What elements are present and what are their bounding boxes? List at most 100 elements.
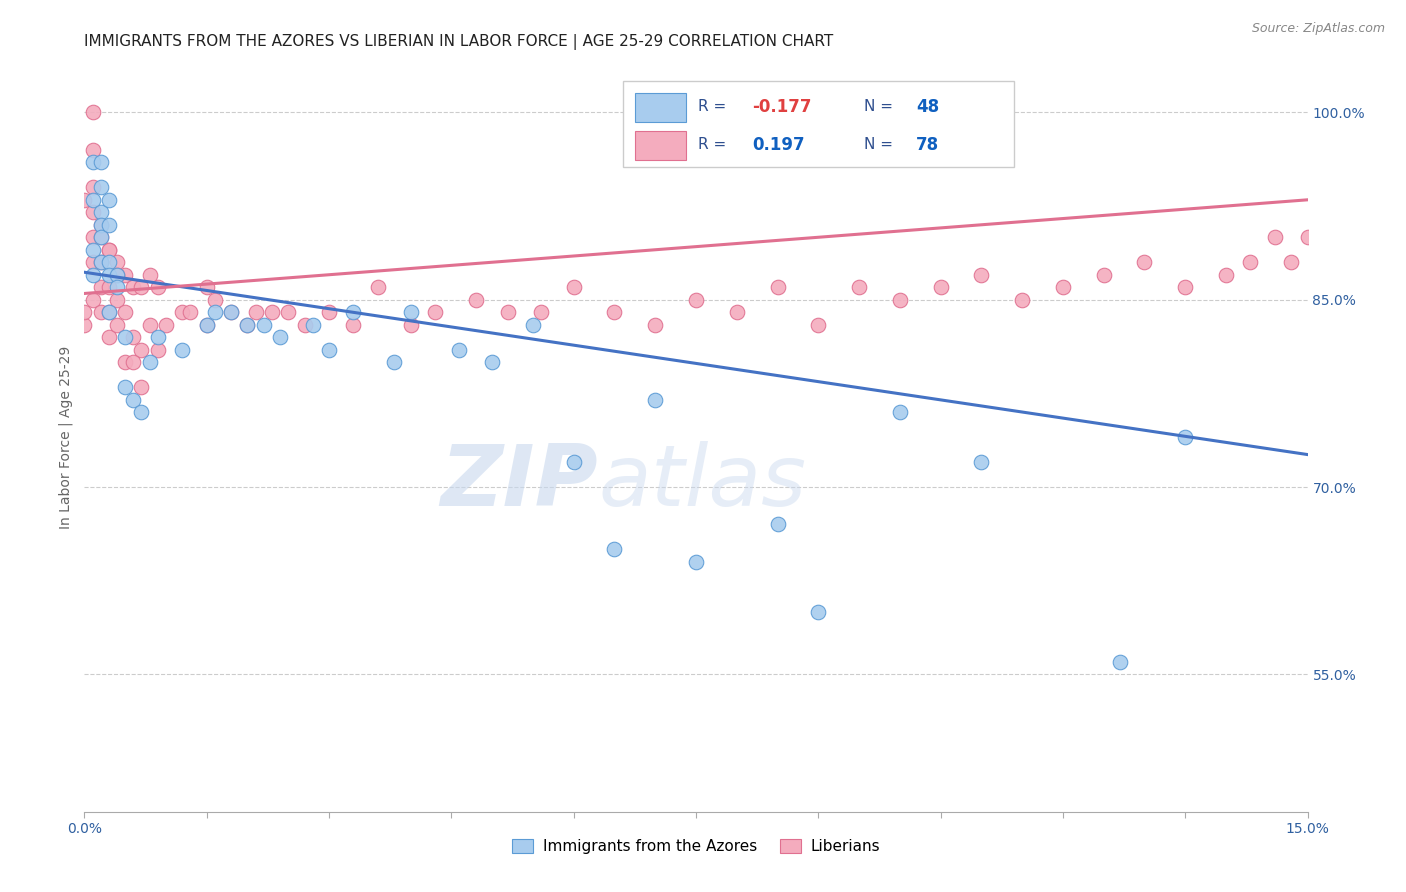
Point [301,318,323,332]
Point [172,343,194,357]
Point [766,280,789,294]
Point [562,455,585,469]
Point [399,305,422,319]
Point [1239,255,1261,269]
Point [807,605,830,619]
Point [1279,255,1302,269]
Text: atlas: atlas [598,441,806,524]
Point [1052,280,1074,294]
Point [97,243,120,257]
Text: N =: N = [863,137,897,153]
Point [204,293,226,307]
Point [146,343,169,357]
Point [82,143,104,157]
Text: 0.197: 0.197 [752,136,804,153]
Point [1174,430,1197,444]
Point [90,255,112,269]
Y-axis label: In Labor Force | Age 25-29: In Labor Force | Age 25-29 [59,345,73,529]
Point [195,318,218,332]
Point [82,230,104,244]
Point [122,392,145,407]
Point [73,193,96,207]
Point [82,243,104,257]
Point [114,380,136,394]
Point [82,205,104,219]
Point [204,305,226,319]
Point [131,380,153,394]
FancyBboxPatch shape [636,93,686,121]
Text: R =: R = [699,137,731,153]
Point [766,517,789,532]
Point [138,268,160,282]
Point [97,330,120,344]
Point [464,293,486,307]
Point [807,318,830,332]
Point [1092,268,1115,282]
Point [449,343,471,357]
Point [562,280,585,294]
Point [90,230,112,244]
Point [82,193,104,207]
Text: Source: ZipAtlas.com: Source: ZipAtlas.com [1251,22,1385,36]
FancyBboxPatch shape [623,81,1014,168]
Point [1174,280,1197,294]
Point [603,542,626,557]
Point [889,405,911,419]
Point [970,455,993,469]
Point [318,305,340,319]
Point [82,255,104,269]
Point [382,355,405,369]
Point [97,218,120,232]
Point [236,318,259,332]
Point [342,318,364,332]
Point [685,293,707,307]
Point [73,305,96,319]
Point [82,105,104,120]
Point [146,280,169,294]
Point [644,392,666,407]
Point [73,318,96,332]
Text: N =: N = [863,99,897,114]
Point [644,318,666,332]
Text: 78: 78 [917,136,939,153]
Point [114,355,136,369]
Point [294,318,316,332]
Point [82,155,104,169]
Point [105,255,128,269]
Text: 48: 48 [917,97,939,116]
Point [97,280,120,294]
Point [253,318,276,332]
Point [82,180,104,194]
Point [1215,268,1237,282]
Point [131,405,153,419]
Point [1109,655,1132,669]
Point [97,193,120,207]
Point [367,280,389,294]
Point [172,305,194,319]
Point [725,305,748,319]
Point [848,280,870,294]
Point [122,280,145,294]
Point [1264,230,1286,244]
Point [90,205,112,219]
Point [195,280,218,294]
Point [90,230,112,244]
Point [122,355,145,369]
FancyBboxPatch shape [636,131,686,160]
Legend: Immigrants from the Azores, Liberians: Immigrants from the Azores, Liberians [506,832,886,860]
Point [146,330,169,344]
Point [1133,255,1156,269]
Point [685,555,707,569]
Point [105,268,128,282]
Point [82,293,104,307]
Point [195,318,218,332]
Point [530,305,553,319]
Point [90,280,112,294]
Point [179,305,201,319]
Point [90,305,112,319]
Point [97,305,120,319]
Point [1296,230,1319,244]
Point [1011,293,1033,307]
Point [105,318,128,332]
Point [122,330,145,344]
